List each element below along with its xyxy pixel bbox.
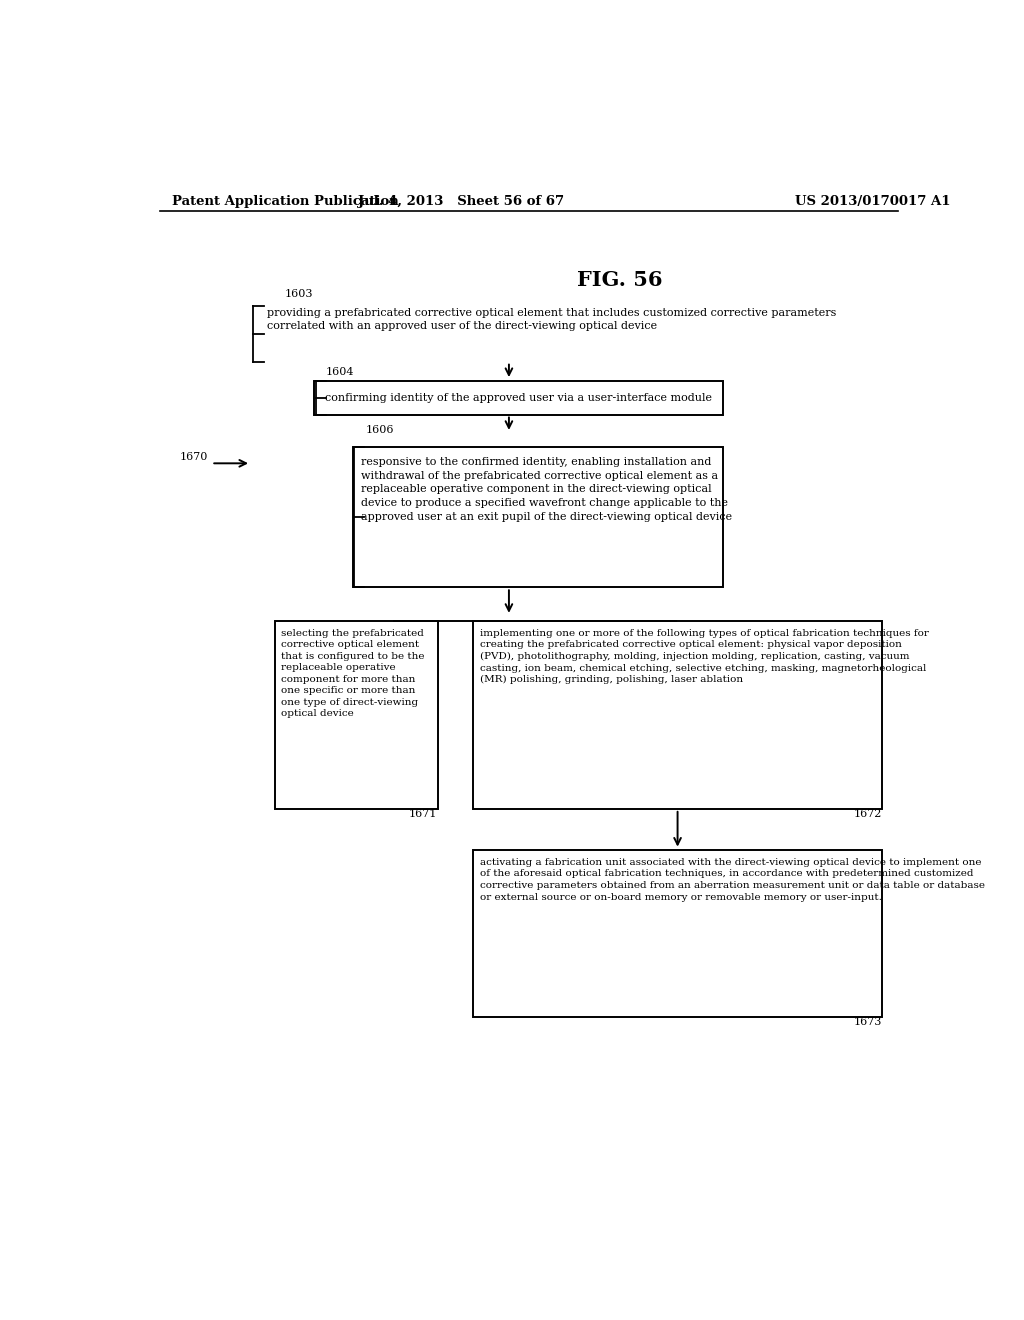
- Text: 1606: 1606: [366, 425, 394, 434]
- Text: US 2013/0170017 A1: US 2013/0170017 A1: [795, 194, 950, 207]
- Text: 1671: 1671: [410, 809, 437, 818]
- Bar: [352, 447, 723, 587]
- Bar: [473, 620, 882, 809]
- Text: selecting the prefabricated
corrective optical element
that is configured to be : selecting the prefabricated corrective o…: [282, 630, 425, 718]
- Text: 1672: 1672: [854, 809, 882, 818]
- Bar: [473, 850, 882, 1018]
- Text: FIG. 56: FIG. 56: [578, 271, 663, 290]
- Text: confirming identity of the approved user via a user-interface module: confirming identity of the approved user…: [326, 393, 713, 403]
- Text: activating a fabrication unit associated with the direct-viewing optical device : activating a fabrication unit associated…: [479, 858, 984, 902]
- Text: providing a prefabricated corrective optical element that includes customized co: providing a prefabricated corrective opt…: [267, 308, 837, 331]
- Text: 1604: 1604: [326, 367, 354, 378]
- Text: Jul. 4, 2013   Sheet 56 of 67: Jul. 4, 2013 Sheet 56 of 67: [358, 194, 564, 207]
- Text: Patent Application Publication: Patent Application Publication: [172, 194, 398, 207]
- Text: 1603: 1603: [285, 289, 313, 298]
- Bar: [314, 381, 723, 414]
- Text: implementing one or more of the following types of optical fabrication technique: implementing one or more of the followin…: [479, 630, 929, 684]
- Text: 1670: 1670: [179, 453, 208, 462]
- Text: responsive to the confirmed identity, enabling installation and
withdrawal of th: responsive to the confirmed identity, en…: [360, 457, 732, 521]
- Text: 1673: 1673: [854, 1018, 882, 1027]
- Bar: [274, 620, 437, 809]
